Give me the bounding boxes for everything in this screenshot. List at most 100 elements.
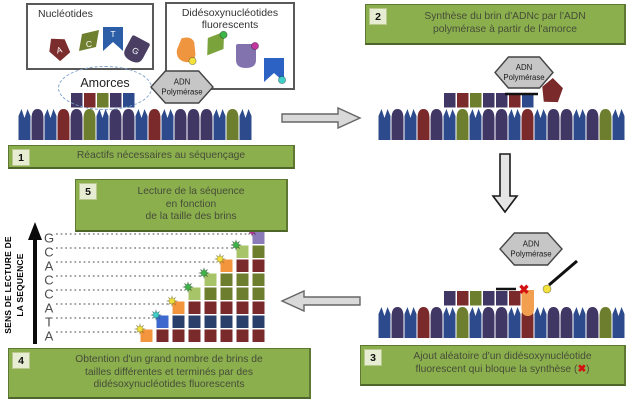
bar-segment <box>219 286 234 301</box>
bar-segment <box>219 328 234 343</box>
synth-square <box>469 290 483 307</box>
step3-annotations: ✖ <box>496 259 578 297</box>
bar-segment <box>251 244 266 259</box>
step2-text: Synthèse du brin d'ADNc par l'ADN polymé… <box>424 11 586 35</box>
step3-number-badge: 3 <box>364 349 382 366</box>
svg-text:Polymérase: Polymérase <box>161 88 202 97</box>
bar-terminator-segment <box>203 272 218 287</box>
sequence-letter: A <box>45 259 54 274</box>
bar-segment <box>251 272 266 287</box>
amorces-label: Amorces <box>80 76 130 90</box>
strand-unit <box>18 109 31 140</box>
strand-unit <box>573 307 586 338</box>
arrow-right-icon <box>281 106 362 130</box>
step4-number-badge: 4 <box>12 352 30 369</box>
nucleotide-shapes: A C T G <box>49 27 150 63</box>
bar-terminator-segment <box>171 300 186 315</box>
bar-segment <box>235 272 250 287</box>
strand-unit <box>586 307 599 338</box>
strand-unit <box>443 307 456 338</box>
incoming-nucleotide <box>542 78 563 103</box>
svg-text:ADN: ADN <box>516 63 532 72</box>
bar-segment <box>171 314 186 329</box>
bar-segment <box>219 272 234 287</box>
bar-segment <box>235 286 250 301</box>
bar-terminator-segment <box>155 314 170 329</box>
strand-unit <box>482 307 495 338</box>
nucleotide-shape <box>236 42 259 68</box>
strand-unit <box>57 109 70 140</box>
dideoxy-box: Didésoxynucléotides fluorescents <box>165 2 295 90</box>
bar-terminator-segment <box>219 258 234 273</box>
fluorescent-dot <box>133 322 147 336</box>
strand-unit <box>586 109 599 140</box>
strand-unit <box>508 307 521 338</box>
blocked-x-icon: ✖ <box>577 363 587 375</box>
strand-unit <box>187 109 200 140</box>
bar-terminator-segment <box>235 244 250 259</box>
step1-number-badge: 1 <box>12 149 30 166</box>
strand-unit <box>469 109 482 140</box>
bar-segment <box>235 328 250 343</box>
strand-unit <box>239 109 252 140</box>
bar-segment <box>219 300 234 315</box>
synth-square <box>521 92 535 109</box>
dideoxy-box-title: Didésoxynucléotides fluorescents <box>181 7 279 31</box>
svg-text:ADN: ADN <box>174 78 190 87</box>
fluorescent-dot <box>229 238 243 252</box>
strand-unit <box>456 109 469 140</box>
fluorescent-dot <box>181 280 195 294</box>
bar-segment <box>155 328 170 343</box>
sequence-letter: C <box>44 273 53 288</box>
nucleotide-shape <box>176 37 197 66</box>
bar-terminator-segment <box>187 286 202 301</box>
svg-text:T: T <box>110 29 115 39</box>
strand-unit <box>560 109 573 140</box>
sequence-letter: A <box>45 329 54 344</box>
nucleotide-shape: A <box>49 38 71 62</box>
strand-unit <box>226 109 239 140</box>
bar-segment <box>251 300 266 315</box>
strand-unit <box>417 109 430 140</box>
strand-unit <box>443 109 456 140</box>
terminator-shape <box>521 290 534 316</box>
strand-unit <box>148 109 161 140</box>
synth-square <box>456 290 470 307</box>
svg-text:C: C <box>86 39 92 49</box>
nucleotides-box: Nucléotides A C T G <box>26 3 154 70</box>
sequence-letter: C <box>44 287 53 302</box>
bar-segment <box>203 328 218 343</box>
strand-unit <box>44 109 57 140</box>
sequence-letter: G <box>44 231 54 246</box>
nucleotide-shape: T <box>103 27 123 51</box>
bar-segment <box>203 300 218 315</box>
step4-banner: 4 Obtention d'un grand nombre de brins d… <box>8 348 311 399</box>
strand-unit <box>534 109 547 140</box>
bar-segment <box>171 328 186 343</box>
read-direction-arrow-icon <box>28 222 42 344</box>
strand-unit <box>96 109 109 140</box>
step5-banner: 5 Lecture de la séquence en fonction de … <box>75 179 288 232</box>
fluorescent-dot <box>219 30 228 39</box>
sequence-letter: A <box>45 301 54 316</box>
step2-number-badge: 2 <box>369 8 387 25</box>
strand-unit <box>70 109 83 140</box>
fluorescent-dot <box>149 308 163 322</box>
strand-unit <box>200 109 213 140</box>
fluorescent-dot <box>197 266 211 280</box>
strand-unit <box>560 307 573 338</box>
strand-unit <box>122 109 135 140</box>
strand-unit <box>417 307 430 338</box>
step4-text: Obtention d'un grand nombre de brins de … <box>75 353 263 391</box>
bar-segment <box>235 300 250 315</box>
svg-text:A: A <box>55 44 63 55</box>
sequence-letter: C <box>44 245 53 260</box>
strand-unit <box>404 109 417 140</box>
synth-square <box>443 92 457 109</box>
fluorescent-dot <box>250 42 259 50</box>
dna-template-strand-2 <box>378 92 625 140</box>
strand-unit <box>456 307 469 338</box>
bar-segment <box>235 314 250 329</box>
